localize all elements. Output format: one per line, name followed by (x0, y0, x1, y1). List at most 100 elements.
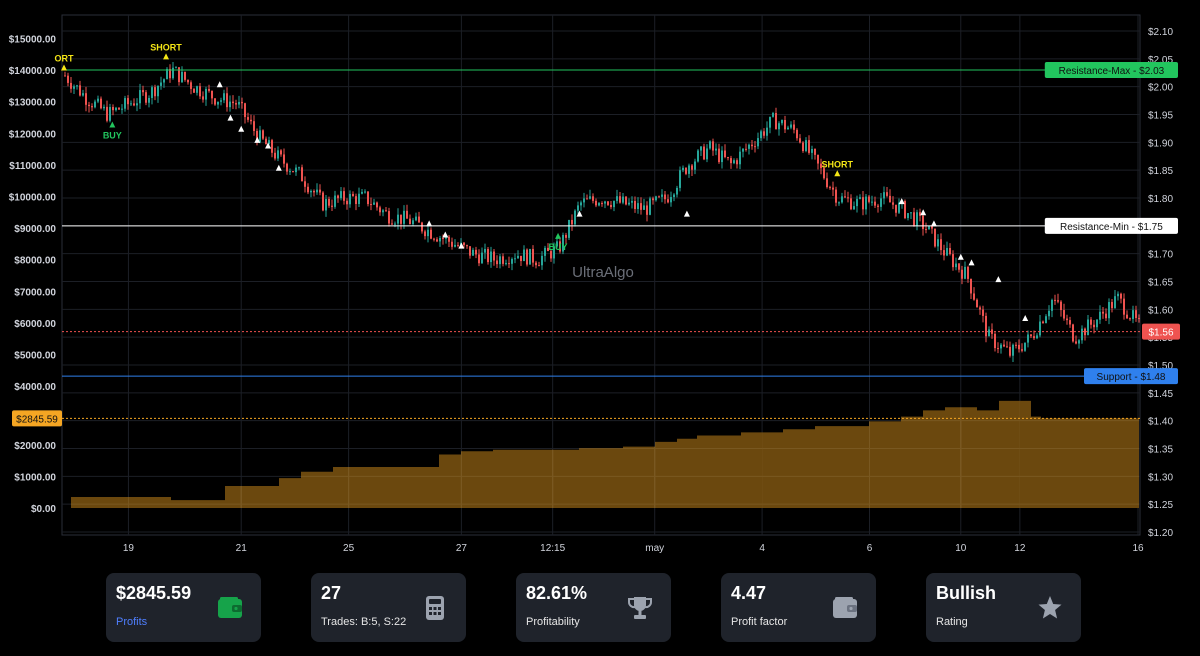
candle-body (235, 103, 237, 105)
candle-body (1045, 316, 1047, 324)
candle-body (361, 191, 363, 194)
candle-body (562, 234, 564, 252)
candle-body (271, 140, 273, 153)
candle-body (868, 196, 870, 202)
equity-tick-label: $7000.00 (14, 287, 56, 298)
candle-body (400, 214, 402, 224)
candle-body (547, 247, 549, 252)
candle-body (775, 113, 777, 130)
candle-body (1129, 318, 1131, 320)
candle-body (814, 148, 816, 155)
candle-body (820, 163, 822, 169)
candle-body (274, 152, 276, 159)
profit-factor-card: 4.47 Profit factor (721, 573, 876, 642)
candle-body (796, 129, 798, 139)
candle-body (1036, 335, 1038, 339)
signal-arrow (227, 114, 234, 121)
candle-body (910, 212, 912, 214)
x-tick-label: 12:15 (540, 543, 565, 554)
signal-arrow (995, 276, 1002, 283)
candle-body (1003, 344, 1005, 347)
price-tick-label: $1.25 (1148, 500, 1173, 511)
candle-body (181, 71, 183, 83)
candle-body (964, 266, 966, 279)
candle-body (331, 205, 333, 207)
candle-body (631, 200, 633, 203)
candle-body (736, 160, 738, 165)
candle-body (490, 251, 492, 263)
candle-body (1072, 324, 1074, 342)
candle-body (256, 130, 258, 143)
candle-body (1021, 349, 1023, 351)
trade-signals: ORT BUY SHORT BUY SHORT (55, 42, 1029, 322)
signal-label: SHORT (822, 159, 854, 169)
candle-body (67, 75, 69, 83)
candle-body (487, 248, 489, 263)
candle-body (550, 251, 552, 259)
candle-body (166, 68, 168, 80)
candle-body (454, 244, 456, 247)
candle-body (1039, 321, 1041, 336)
candle-body (748, 144, 750, 149)
candle-body (769, 116, 771, 128)
candle-body (925, 229, 927, 231)
candle-body (556, 241, 558, 247)
candle-body (658, 196, 660, 198)
candle-body (907, 213, 909, 219)
candle-body (733, 160, 735, 164)
candle-body (349, 193, 351, 205)
candle-body (607, 201, 609, 205)
candle-body (1084, 328, 1086, 336)
candle-body (178, 67, 180, 83)
trading-chart[interactable]: $2.10$2.05$2.00$1.95$1.90$1.85$1.80$1.75… (0, 0, 1200, 560)
candle-body (325, 198, 327, 211)
candle-body (661, 194, 663, 197)
wallet-icon (833, 597, 857, 618)
candle-body (955, 263, 957, 268)
signal-arrow (275, 164, 282, 171)
candle-body (226, 93, 228, 108)
candle-body (376, 202, 378, 208)
candle-body (112, 107, 114, 111)
trades-card: 27 Trades: B:5, S:22 (311, 573, 466, 642)
candle-body (829, 187, 831, 189)
candle-body (634, 200, 636, 209)
signal-arrow (254, 136, 261, 143)
candle-body (649, 198, 651, 215)
candle-body (976, 299, 978, 308)
candle-body (448, 236, 450, 242)
candle-body (1006, 346, 1008, 348)
candle-body (241, 101, 243, 104)
candle-body (1018, 344, 1020, 350)
price-tick-label: $2.05 (1148, 55, 1173, 66)
equity-current-badge (12, 410, 62, 427)
candle-body (220, 100, 222, 102)
profitability-card: 82.61% Profitability (516, 573, 671, 642)
chart-canvas[interactable]: $2.10$2.05$2.00$1.95$1.90$1.85$1.80$1.75… (0, 0, 1200, 560)
candle-body (544, 247, 546, 256)
price-tick-label: $1.45 (1148, 389, 1173, 400)
candle-body (277, 150, 279, 159)
candle-body (433, 238, 435, 240)
candle-body (97, 98, 99, 102)
candle-body (382, 210, 384, 213)
plot-frame (61, 14, 1141, 536)
candle-body (295, 167, 297, 173)
level-badge (1084, 368, 1178, 385)
candle-body (127, 98, 129, 105)
signal-arrow (1022, 315, 1029, 322)
candle-body (718, 148, 720, 163)
candle-body (187, 79, 189, 83)
candle-body (706, 148, 708, 160)
candle-body (1060, 301, 1062, 311)
candle-body (310, 190, 312, 193)
level-label: Resistance-Max - $2.03 (1059, 66, 1165, 77)
candle-body (103, 106, 105, 109)
candle-body (763, 131, 765, 136)
candle-body (238, 101, 240, 105)
candle-body (322, 192, 324, 211)
x-tick-label: 16 (1132, 543, 1144, 554)
candle-body (1135, 310, 1137, 319)
equity-tick-label: $2000.00 (14, 441, 56, 452)
candle-body (583, 198, 585, 203)
